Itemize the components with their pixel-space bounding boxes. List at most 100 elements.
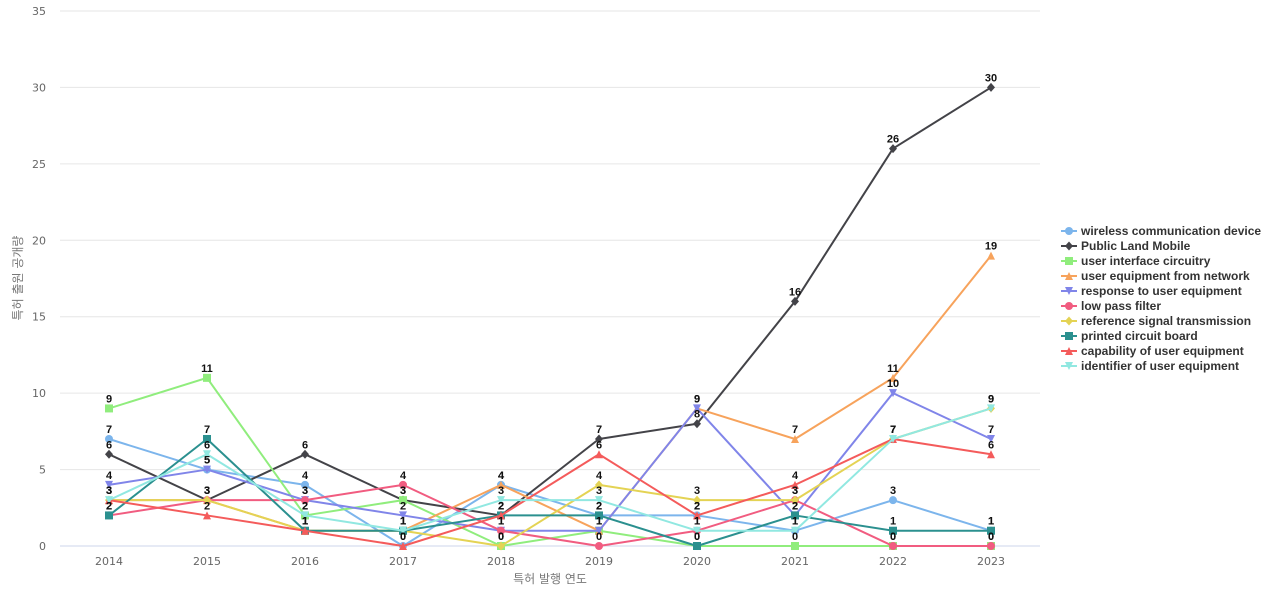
data-label: 7 xyxy=(106,424,112,436)
data-label: 3 xyxy=(890,485,896,497)
data-point[interactable] xyxy=(203,450,211,459)
data-point[interactable] xyxy=(693,419,701,429)
legend-marker[interactable] xyxy=(1065,332,1073,340)
data-point[interactable] xyxy=(595,450,603,459)
data-point[interactable] xyxy=(693,495,701,505)
data-point[interactable] xyxy=(791,480,799,489)
data-point[interactable] xyxy=(497,511,505,520)
data-point[interactable] xyxy=(693,404,701,413)
data-point[interactable] xyxy=(301,511,309,520)
data-point[interactable] xyxy=(987,450,995,459)
series-5[interactable] xyxy=(105,389,995,535)
data-point[interactable] xyxy=(595,511,603,520)
data-point[interactable] xyxy=(987,526,995,535)
series-line[interactable] xyxy=(108,438,992,547)
series-line[interactable] xyxy=(108,86,992,517)
data-point[interactable] xyxy=(203,465,211,474)
data-point[interactable] xyxy=(595,480,603,490)
data-point[interactable] xyxy=(497,526,505,535)
data-point[interactable] xyxy=(203,435,211,443)
data-point[interactable] xyxy=(497,541,505,551)
data-label: 5 xyxy=(204,455,210,467)
legend-item[interactable]: response to user equipment xyxy=(1061,284,1242,298)
data-point[interactable] xyxy=(889,526,897,535)
data-point[interactable] xyxy=(693,511,701,520)
data-point[interactable] xyxy=(203,511,211,520)
legend-item[interactable]: capability of user equipment xyxy=(1061,344,1244,358)
data-point[interactable] xyxy=(889,373,897,382)
legend-marker[interactable] xyxy=(1065,257,1073,265)
legend-item[interactable]: Public Land Mobile xyxy=(1061,239,1191,253)
data-point[interactable] xyxy=(203,495,211,505)
legend-item[interactable]: printed circuit board xyxy=(1061,329,1198,343)
data-point[interactable] xyxy=(791,296,799,306)
series-3[interactable] xyxy=(105,373,995,550)
data-point[interactable] xyxy=(791,526,799,535)
series-line[interactable] xyxy=(108,407,992,532)
data-point[interactable] xyxy=(693,526,701,535)
series-8[interactable] xyxy=(105,435,995,550)
data-point[interactable] xyxy=(497,480,505,489)
data-label: 2 xyxy=(498,500,504,512)
data-point[interactable] xyxy=(105,449,113,459)
data-point[interactable] xyxy=(105,404,113,413)
data-point[interactable] xyxy=(791,495,799,505)
legend-marker[interactable] xyxy=(1065,302,1073,310)
series-10[interactable] xyxy=(105,404,995,535)
data-point[interactable] xyxy=(987,435,995,443)
legend-marker[interactable] xyxy=(1065,272,1073,280)
legend-item[interactable]: user interface circuitry xyxy=(1061,254,1211,268)
series-9[interactable] xyxy=(105,435,995,550)
data-point[interactable] xyxy=(791,511,799,520)
data-point[interactable] xyxy=(595,496,603,505)
legend-item[interactable]: identifier of user equipment xyxy=(1061,359,1239,373)
data-point[interactable] xyxy=(399,526,407,535)
data-label: 1 xyxy=(596,516,602,528)
data-point[interactable] xyxy=(105,496,113,505)
legend-marker[interactable] xyxy=(1065,241,1073,251)
legend-marker[interactable] xyxy=(1065,316,1073,326)
legend-marker[interactable] xyxy=(1065,287,1073,295)
data-point[interactable] xyxy=(399,496,407,505)
series-1[interactable] xyxy=(105,435,995,550)
data-point[interactable] xyxy=(889,496,897,505)
data-point[interactable] xyxy=(889,542,897,550)
legend-item[interactable]: wireless communication device xyxy=(1061,224,1261,238)
data-point[interactable] xyxy=(889,389,897,398)
data-point[interactable] xyxy=(399,511,407,520)
legend-label: user equipment from network xyxy=(1081,269,1250,283)
data-point[interactable] xyxy=(595,434,603,444)
data-point[interactable] xyxy=(987,542,995,550)
data-point[interactable] xyxy=(889,435,897,443)
data-point[interactable] xyxy=(693,542,701,550)
data-point[interactable] xyxy=(301,480,309,489)
data-point[interactable] xyxy=(791,435,799,443)
data-label: 2 xyxy=(302,500,308,512)
legend-item[interactable]: user equipment from network xyxy=(1061,269,1250,283)
data-point[interactable] xyxy=(399,542,407,550)
data-point[interactable] xyxy=(889,144,897,154)
legend-item[interactable]: reference signal transmission xyxy=(1061,314,1251,328)
data-point[interactable] xyxy=(791,542,799,550)
legend-marker[interactable] xyxy=(1065,227,1073,235)
data-point[interactable] xyxy=(497,496,505,505)
data-point[interactable] xyxy=(105,480,113,489)
data-point[interactable] xyxy=(301,496,309,505)
data-point[interactable] xyxy=(595,542,603,550)
data-label: 0 xyxy=(988,531,994,543)
data-label: 9 xyxy=(988,393,994,405)
data-point[interactable] xyxy=(105,435,113,443)
data-point[interactable] xyxy=(105,511,113,520)
data-point[interactable] xyxy=(595,526,603,535)
data-point[interactable] xyxy=(301,526,309,535)
legend-item[interactable]: low pass filter xyxy=(1061,299,1161,313)
data-point[interactable] xyxy=(987,404,995,413)
data-point[interactable] xyxy=(987,251,995,260)
data-point[interactable] xyxy=(203,373,211,382)
data-point[interactable] xyxy=(987,82,995,92)
data-point[interactable] xyxy=(301,449,309,459)
legend-marker[interactable] xyxy=(1065,347,1073,355)
data-point[interactable] xyxy=(399,480,407,489)
legend-marker[interactable] xyxy=(1065,362,1073,370)
